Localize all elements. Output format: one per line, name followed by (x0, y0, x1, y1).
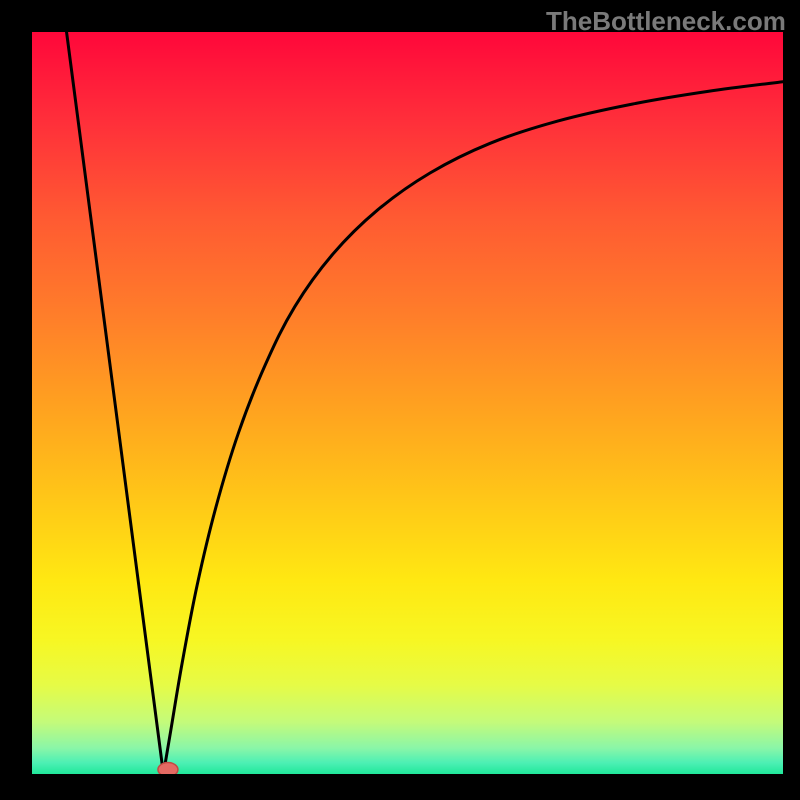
curve-layer (32, 32, 783, 774)
bottleneck-curve (67, 32, 783, 774)
current-point-marker (158, 763, 178, 774)
chart-container: TheBottleneck.com (0, 0, 800, 800)
plot-area (32, 32, 783, 774)
watermark-label: TheBottleneck.com (546, 6, 786, 37)
